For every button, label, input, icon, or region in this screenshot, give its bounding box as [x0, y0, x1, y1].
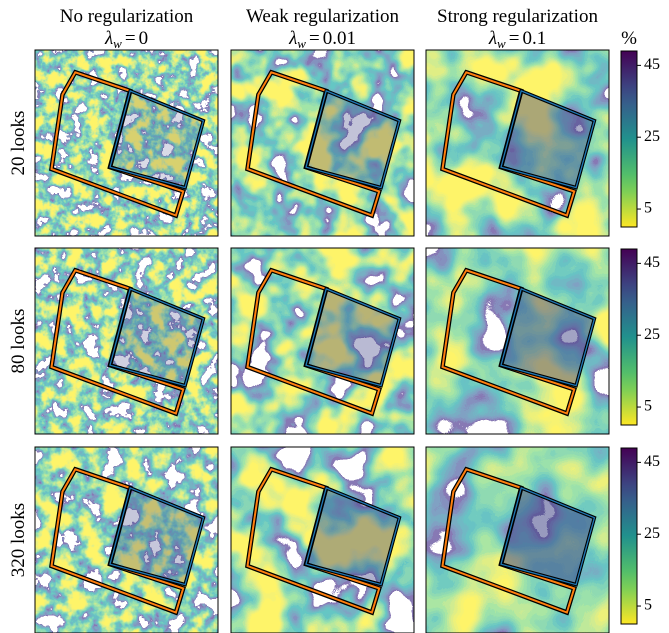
- row-label: 20 looks: [8, 111, 29, 176]
- parameter-part: 0.1: [522, 28, 546, 49]
- parameter-part: λ: [288, 28, 297, 49]
- colorbar-tick-label: 45: [644, 453, 660, 470]
- map-panel: [35, 50, 218, 236]
- figure: No regularizationλw=0Weak regularization…: [0, 0, 669, 633]
- map-panel: [231, 50, 414, 236]
- map-panel: [426, 447, 609, 633]
- parameter-part: λ: [488, 28, 497, 49]
- colorbar: [621, 448, 637, 624]
- row-label: 80 looks: [8, 309, 29, 374]
- map-panel: [231, 447, 414, 633]
- map-panel: [426, 50, 609, 236]
- parameter-part: 0.01: [323, 28, 356, 49]
- parameter-part: =: [509, 28, 520, 49]
- parameter-part: w: [497, 36, 506, 51]
- parameter-part: w: [113, 36, 122, 51]
- column-title: Weak regularization: [246, 6, 400, 27]
- colorbar-tick-label: 25: [644, 525, 660, 542]
- map-panel: [231, 248, 414, 434]
- parameter-part: w: [297, 36, 306, 51]
- column-title: No regularization: [60, 6, 194, 27]
- column-parameter: λw=0.1: [488, 28, 546, 51]
- colorbar-label: %: [621, 28, 637, 49]
- column-parameter: λw=0: [104, 28, 148, 51]
- parameter-part: =: [125, 28, 136, 49]
- column-title: Strong regularization: [437, 6, 598, 27]
- map-panel: [35, 248, 218, 434]
- map-panel: [426, 248, 609, 434]
- column-parameter: λw=0.01: [288, 28, 356, 51]
- colorbar-tick-label: 25: [644, 326, 660, 343]
- colorbar-tick-label: 25: [644, 128, 660, 145]
- colorbar-tick-label: 5: [644, 597, 652, 614]
- map-panel: [35, 447, 218, 633]
- colorbar-tick-label: 45: [644, 56, 660, 73]
- colorbar-tick-label: 5: [644, 200, 652, 217]
- parameter-part: 0: [139, 28, 149, 49]
- colorbar: [621, 249, 637, 425]
- row-label: 320 looks: [8, 503, 29, 577]
- colorbar-tick-label: 5: [644, 398, 652, 415]
- colorbar-tick-label: 45: [644, 254, 660, 271]
- parameter-part: =: [309, 28, 320, 49]
- colorbar: [621, 51, 637, 227]
- parameter-part: λ: [104, 28, 113, 49]
